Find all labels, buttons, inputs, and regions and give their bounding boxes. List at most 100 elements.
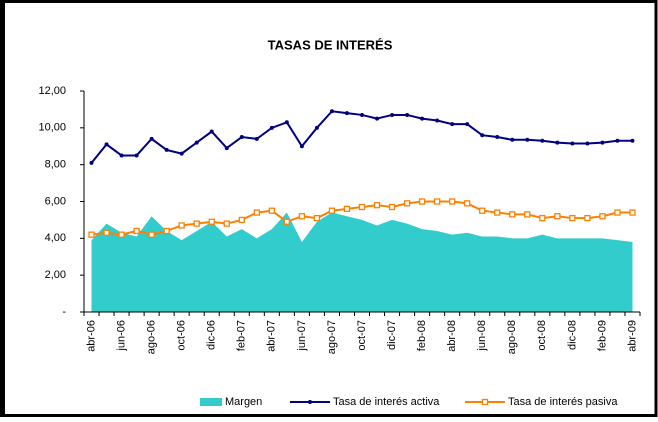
marker <box>89 160 94 165</box>
y-tick-label: 2,00 <box>45 269 66 281</box>
marker <box>630 138 635 143</box>
marker <box>149 136 154 141</box>
marker <box>525 137 530 142</box>
marker <box>600 140 605 145</box>
x-tick-label: feb-08 <box>416 320 428 351</box>
x-tick-label: abr-07 <box>266 320 278 352</box>
marker <box>119 153 124 158</box>
marker <box>449 198 456 205</box>
marker <box>629 209 636 216</box>
x-tick-label: dic-08 <box>566 320 578 350</box>
marker <box>375 116 380 121</box>
x-tick-label: oct-06 <box>176 320 188 351</box>
legend-marker <box>308 400 312 404</box>
marker <box>479 207 486 214</box>
x-tick-label: abr-09 <box>626 320 638 352</box>
marker <box>418 198 426 205</box>
marker <box>134 153 139 158</box>
marker <box>360 112 364 117</box>
marker <box>328 207 336 214</box>
x-tick-label: dic-07 <box>386 320 398 350</box>
x-tick-label: jun-07 <box>296 320 308 352</box>
marker <box>494 209 501 216</box>
marker <box>450 122 455 127</box>
y-tick-label: - <box>62 306 66 318</box>
marker <box>209 129 214 134</box>
marker <box>344 111 349 116</box>
marker <box>554 213 561 220</box>
x-tick-label: oct-07 <box>356 320 368 351</box>
marker <box>358 203 366 211</box>
x-tick-label: abr-08 <box>446 320 458 352</box>
marker <box>420 116 425 121</box>
x-tick-label: ago-07 <box>326 320 338 354</box>
marker <box>238 216 245 224</box>
marker <box>555 140 560 145</box>
marker <box>164 147 169 152</box>
marker <box>254 136 259 141</box>
x-tick-label: feb-07 <box>236 320 248 351</box>
marker <box>373 202 381 209</box>
marker <box>509 211 516 218</box>
x-tick-label: abr-06 <box>85 320 97 352</box>
legend-marker <box>481 398 489 406</box>
marker <box>224 146 229 151</box>
x-tick-label: oct-08 <box>536 320 548 351</box>
marker <box>599 213 606 220</box>
marker <box>464 200 471 207</box>
x-tick-label: dic-06 <box>206 320 218 350</box>
marker <box>480 133 485 138</box>
marker <box>405 112 410 117</box>
marker <box>269 125 274 130</box>
frame-edge <box>0 0 5 417</box>
legend-label: Margen <box>225 396 262 408</box>
marker <box>193 220 200 227</box>
marker <box>435 118 440 123</box>
marker <box>585 141 590 146</box>
marker <box>615 138 620 143</box>
marker <box>133 227 140 235</box>
legend-swatch <box>200 398 222 406</box>
x-tick-label: ago-08 <box>506 320 518 354</box>
marker <box>253 209 260 216</box>
marker <box>524 211 531 218</box>
y-tick-label: 10,00 <box>38 122 66 134</box>
marker <box>179 151 184 156</box>
marker <box>194 140 199 145</box>
legend-label: Tasa de interés activa <box>333 396 440 408</box>
marker <box>495 135 500 140</box>
chart-title: TASAS DE INTERÉS <box>268 37 393 52</box>
marker <box>268 207 275 214</box>
marker <box>388 203 396 211</box>
marker <box>540 138 545 143</box>
marker <box>614 209 621 216</box>
marker <box>88 231 95 238</box>
marker <box>208 218 215 225</box>
legend-label: Tasa de interés pasiva <box>508 396 618 408</box>
marker <box>298 213 306 220</box>
marker <box>223 220 230 227</box>
y-tick-label: 4,00 <box>45 232 66 244</box>
marker <box>103 229 110 236</box>
marker <box>314 125 319 130</box>
x-tick-label: jun-06 <box>115 320 127 352</box>
area <box>91 212 633 312</box>
x-tick-label: jun-08 <box>476 320 488 352</box>
marker <box>284 120 289 125</box>
marker <box>118 231 125 238</box>
marker <box>283 218 291 225</box>
marker <box>539 214 546 222</box>
marker <box>148 231 155 238</box>
marker <box>329 109 334 114</box>
marker <box>299 144 304 149</box>
marker <box>104 142 109 147</box>
marker <box>163 227 170 235</box>
x-tick-label: ago-06 <box>146 320 158 354</box>
marker <box>343 205 351 213</box>
x-tick-label: feb-09 <box>596 320 608 351</box>
marker <box>178 222 185 229</box>
y-tick-label: 8,00 <box>45 159 66 171</box>
marker <box>403 200 411 207</box>
marker <box>584 214 591 222</box>
